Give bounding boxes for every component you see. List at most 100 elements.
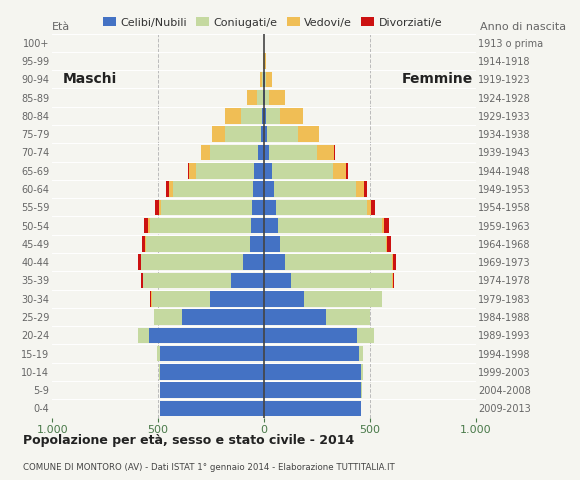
- Bar: [264, 236, 280, 252]
- Bar: [285, 254, 392, 270]
- Bar: [148, 327, 264, 343]
- Bar: [255, 163, 264, 179]
- Bar: [371, 200, 375, 215]
- Bar: [253, 181, 264, 197]
- Bar: [264, 163, 272, 179]
- Bar: [264, 72, 266, 87]
- Bar: [334, 144, 335, 160]
- Bar: [160, 346, 264, 361]
- Bar: [264, 401, 361, 416]
- Bar: [263, 72, 264, 87]
- Bar: [392, 254, 393, 270]
- Bar: [333, 163, 346, 179]
- Bar: [169, 181, 173, 197]
- Bar: [150, 291, 151, 307]
- Bar: [144, 218, 148, 233]
- Bar: [280, 108, 303, 124]
- Bar: [257, 90, 263, 106]
- Bar: [382, 218, 384, 233]
- Bar: [143, 273, 231, 288]
- Bar: [182, 309, 264, 325]
- Bar: [266, 108, 280, 124]
- Bar: [160, 383, 264, 398]
- Bar: [157, 346, 160, 361]
- Bar: [252, 200, 264, 215]
- Bar: [264, 126, 267, 142]
- Bar: [212, 126, 224, 142]
- Bar: [154, 309, 182, 325]
- Bar: [159, 200, 161, 215]
- Bar: [384, 218, 389, 233]
- Text: Età: Età: [52, 22, 70, 32]
- Bar: [264, 327, 357, 343]
- Bar: [231, 273, 264, 288]
- Bar: [264, 273, 291, 288]
- Legend: Celibi/Nubili, Coniugati/e, Vedovi/e, Divorziati/e: Celibi/Nubili, Coniugati/e, Vedovi/e, Di…: [98, 13, 447, 32]
- Bar: [141, 254, 242, 270]
- Bar: [138, 327, 148, 343]
- Bar: [150, 218, 251, 233]
- Bar: [264, 181, 274, 197]
- Bar: [357, 327, 374, 343]
- Text: Femmine: Femmine: [402, 72, 473, 86]
- Bar: [262, 108, 264, 124]
- Bar: [188, 163, 196, 179]
- Bar: [266, 72, 272, 87]
- Bar: [161, 200, 252, 215]
- Text: Anno di nascita: Anno di nascita: [480, 22, 566, 32]
- Bar: [269, 144, 317, 160]
- Bar: [251, 218, 264, 233]
- Bar: [262, 72, 263, 87]
- Bar: [272, 163, 333, 179]
- Bar: [260, 72, 262, 87]
- Bar: [387, 236, 391, 252]
- Bar: [361, 383, 362, 398]
- Bar: [155, 200, 159, 215]
- Bar: [224, 108, 241, 124]
- Bar: [264, 90, 265, 106]
- Bar: [269, 90, 285, 106]
- Bar: [211, 144, 258, 160]
- Bar: [304, 291, 382, 307]
- Bar: [278, 218, 382, 233]
- Bar: [264, 200, 276, 215]
- Bar: [250, 236, 264, 252]
- Bar: [210, 291, 264, 307]
- Bar: [137, 254, 141, 270]
- Bar: [261, 126, 264, 142]
- Bar: [263, 90, 264, 106]
- Bar: [356, 181, 364, 197]
- Bar: [265, 90, 269, 106]
- Bar: [264, 108, 266, 124]
- Bar: [361, 364, 362, 380]
- Bar: [173, 181, 253, 197]
- Bar: [264, 364, 361, 380]
- Bar: [148, 218, 150, 233]
- Bar: [152, 291, 210, 307]
- Bar: [264, 383, 361, 398]
- Bar: [264, 218, 278, 233]
- Bar: [267, 126, 298, 142]
- Bar: [291, 273, 392, 288]
- Bar: [393, 254, 396, 270]
- Bar: [166, 181, 169, 197]
- Bar: [188, 163, 189, 179]
- Bar: [298, 126, 319, 142]
- Bar: [359, 346, 364, 361]
- Bar: [224, 126, 261, 142]
- Bar: [327, 309, 371, 325]
- Bar: [142, 236, 146, 252]
- Bar: [159, 364, 160, 380]
- Bar: [367, 200, 371, 215]
- Bar: [274, 181, 356, 197]
- Text: COMUNE DI MONTORO (AV) - Dati ISTAT 1° gennaio 2014 - Elaborazione TUTTITALIA.IT: COMUNE DI MONTORO (AV) - Dati ISTAT 1° g…: [23, 463, 395, 472]
- Bar: [317, 144, 334, 160]
- Bar: [264, 144, 269, 160]
- Bar: [264, 309, 327, 325]
- Bar: [276, 200, 367, 215]
- Bar: [242, 254, 264, 270]
- Bar: [346, 163, 348, 179]
- Bar: [196, 163, 255, 179]
- Bar: [386, 236, 387, 252]
- Text: Popolazione per età, sesso e stato civile - 2014: Popolazione per età, sesso e stato civil…: [23, 434, 354, 447]
